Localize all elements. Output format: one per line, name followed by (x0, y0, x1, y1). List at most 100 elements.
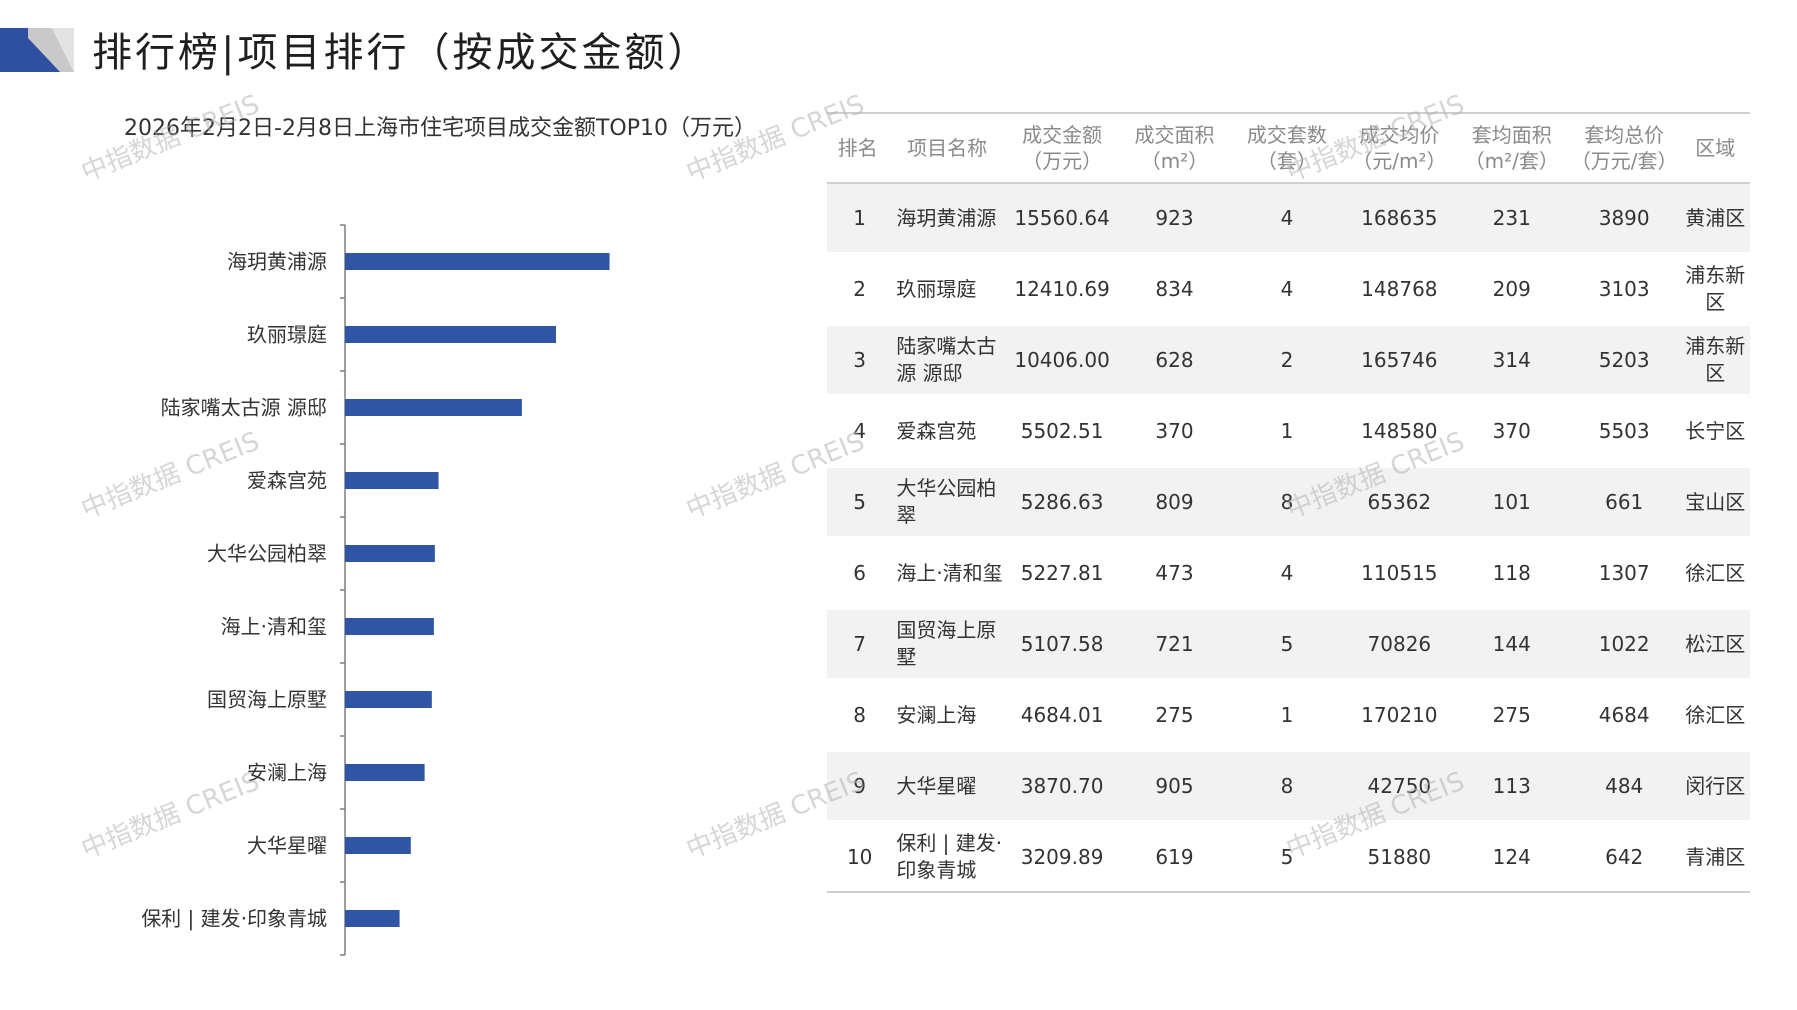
table-row: 3 陆家嘴太古源 源邸 10406.00 628 2 165746 314 5203 浦东新区 (827, 324, 1750, 397)
project-name-cell: 海玥黄浦源 (888, 183, 1006, 255)
table-cell: 闵行区 (1680, 750, 1750, 823)
category-label: 陆家嘴太古源 源邸 (161, 396, 327, 420)
project-name-cell: 海上·清和玺 (888, 537, 1006, 610)
table-cell: 2 (1230, 324, 1344, 397)
table-row: 2 玖丽璟庭 12410.69 834 4 148768 209 3103 浦东新区 (827, 253, 1750, 326)
bar (345, 545, 435, 562)
category-label: 大华星曜 (247, 834, 327, 858)
table-cell: 15560.64 (1005, 183, 1119, 255)
bar (345, 910, 400, 927)
table-cell: 3890 (1567, 183, 1681, 255)
table-cell: 8 (827, 679, 889, 752)
bar (345, 253, 610, 270)
table-cell: 4 (1230, 183, 1344, 255)
table-cell: 10406.00 (1005, 324, 1119, 397)
table-cell: 275 (1455, 679, 1568, 752)
table-cell: 165746 (1343, 324, 1456, 397)
table-cell: 124 (1455, 821, 1568, 893)
category-label: 安澜上海 (247, 761, 327, 785)
bar (345, 399, 522, 416)
table-cell: 5 (1230, 821, 1344, 893)
table-row: 10 保利 | 建发·印象青城 3209.89 619 5 51880 124 642 青浦区 (827, 821, 1750, 893)
column-header: 排名 (837, 136, 878, 160)
table-cell: 101 (1455, 466, 1568, 539)
bar (345, 472, 439, 489)
table-cell: 5502.51 (1005, 395, 1119, 468)
table-cell: 10 (827, 821, 889, 893)
table-cell: 923 (1118, 183, 1231, 255)
table-cell: 661 (1567, 466, 1681, 539)
table-cell: 1 (827, 183, 889, 255)
table-cell: 70826 (1343, 608, 1456, 681)
table-cell: 4684.01 (1005, 679, 1119, 752)
table-cell: 黄浦区 (1680, 183, 1750, 255)
table-cell: 110515 (1343, 537, 1456, 610)
table-body: 1 海玥黄浦源 15560.64 923 4 168635 231 3890 黄浦区 2 玖丽璟庭 1… (827, 183, 1750, 893)
table-cell: 170210 (1343, 679, 1456, 752)
project-name-cell: 玖丽璟庭 (888, 253, 1006, 326)
bar (345, 691, 432, 708)
table-row: 4 爱森宫苑 5502.51 370 1 148580 370 5503 长宁区 (827, 395, 1750, 468)
table-cell: 1 (1230, 395, 1344, 468)
table-cell: 3209.89 (1005, 821, 1119, 893)
table-cell: 370 (1455, 395, 1568, 468)
table-cell: 51880 (1343, 821, 1456, 893)
column-header: 项目名称 (907, 136, 988, 160)
table-cell: 12410.69 (1005, 253, 1119, 326)
table-cell: 4 (827, 395, 889, 468)
project-name-cell: 大华星曜 (888, 750, 1006, 823)
table-cell: 3870.70 (1005, 750, 1119, 823)
table-cell: 628 (1118, 324, 1231, 397)
table-cell: 42750 (1343, 750, 1456, 823)
column-header: 套均总价 （万元/套） (1570, 123, 1678, 173)
table-cell: 4 (1230, 253, 1344, 326)
table-cell: 5503 (1567, 395, 1681, 468)
category-label: 国贸海上原墅 (207, 688, 327, 712)
table-cell: 148580 (1343, 395, 1456, 468)
page-title: 排行榜|项目排行（按成交金额） (92, 30, 711, 76)
project-name-cell: 陆家嘴太古源 源邸 (888, 324, 1006, 397)
table-header-row: 排名 项目名称 成交金额 （万元） 成交面积 （m²） 成交套数 （套） 成交均价 （元/m²） 套… (827, 113, 1750, 183)
project-name-cell: 安澜上海 (888, 679, 1006, 752)
table-cell: 青浦区 (1680, 821, 1750, 893)
table-cell: 1307 (1567, 537, 1681, 610)
table-cell: 113 (1455, 750, 1568, 823)
category-label: 大华公园柏翠 (207, 542, 327, 566)
table-cell: 484 (1567, 750, 1681, 823)
table-cell: 642 (1567, 821, 1681, 893)
table-cell: 619 (1118, 821, 1231, 893)
project-name-cell: 爱森宫苑 (888, 395, 1006, 468)
table-cell: 7 (827, 608, 889, 681)
table-cell: 宝山区 (1680, 466, 1750, 539)
table-row: 8 安澜上海 4684.01 275 1 170210 275 4684 徐汇区 (827, 679, 1750, 752)
column-header: 区域 (1695, 136, 1736, 160)
column-header: 成交面积 （m²） (1134, 123, 1215, 173)
table-cell: 5227.81 (1005, 537, 1119, 610)
table-cell: 2 (827, 253, 889, 326)
table-cell: 6 (827, 537, 889, 610)
table-cell: 浦东新区 (1680, 324, 1750, 397)
table-cell: 1022 (1567, 608, 1681, 681)
table-cell: 5203 (1567, 324, 1681, 397)
ranking-table: 排名 项目名称 成交金额 （万元） 成交面积 （m²） 成交套数 （套） 成交均价 （元/m²） 套… (827, 112, 1750, 893)
table-cell: 浦东新区 (1680, 253, 1750, 326)
table-cell: 徐汇区 (1680, 679, 1750, 752)
category-label: 海玥黄浦源 (227, 250, 327, 274)
table-cell: 905 (1118, 750, 1231, 823)
table-row: 5 大华公园柏翠 5286.63 809 8 65362 101 661 宝山区 (827, 466, 1750, 539)
table-row: 1 海玥黄浦源 15560.64 923 4 168635 231 3890 黄浦区 (827, 183, 1750, 255)
category-label: 爱森宫苑 (247, 469, 327, 493)
table-cell: 275 (1118, 679, 1231, 752)
table-cell: 148768 (1343, 253, 1456, 326)
table-cell: 118 (1455, 537, 1568, 610)
column-header: 成交套数 （套） (1246, 123, 1327, 173)
table-cell: 834 (1118, 253, 1231, 326)
table-cell: 314 (1455, 324, 1568, 397)
category-label: 玖丽璟庭 (247, 323, 327, 347)
table-cell: 809 (1118, 466, 1231, 539)
bar (345, 326, 556, 343)
bar (345, 618, 434, 635)
project-name-cell: 国贸海上原墅 (888, 608, 1006, 681)
table-cell: 3 (827, 324, 889, 397)
